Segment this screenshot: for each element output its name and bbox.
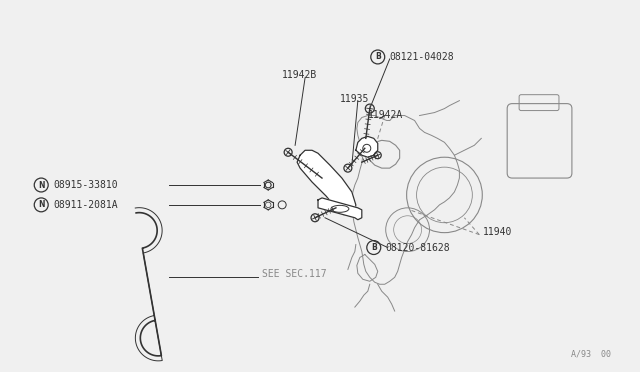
Text: 08915-33810: 08915-33810 xyxy=(53,180,118,190)
Text: 08121-04028: 08121-04028 xyxy=(390,52,454,62)
Text: 11942B: 11942B xyxy=(282,70,317,80)
Text: 11940: 11940 xyxy=(483,227,513,237)
Text: N: N xyxy=(38,180,44,189)
Text: B: B xyxy=(371,243,377,252)
Polygon shape xyxy=(297,150,356,216)
Text: SEE SEC.117: SEE SEC.117 xyxy=(262,269,327,279)
Polygon shape xyxy=(356,137,378,157)
Text: B: B xyxy=(375,52,381,61)
Text: 11942A: 11942A xyxy=(368,109,403,119)
Text: 08120-81628: 08120-81628 xyxy=(386,243,451,253)
Polygon shape xyxy=(318,198,362,220)
Text: A/93  00: A/93 00 xyxy=(571,349,611,358)
Text: N: N xyxy=(38,201,44,209)
Text: 08911-2081A: 08911-2081A xyxy=(53,200,118,210)
Text: 11935: 11935 xyxy=(340,94,369,104)
